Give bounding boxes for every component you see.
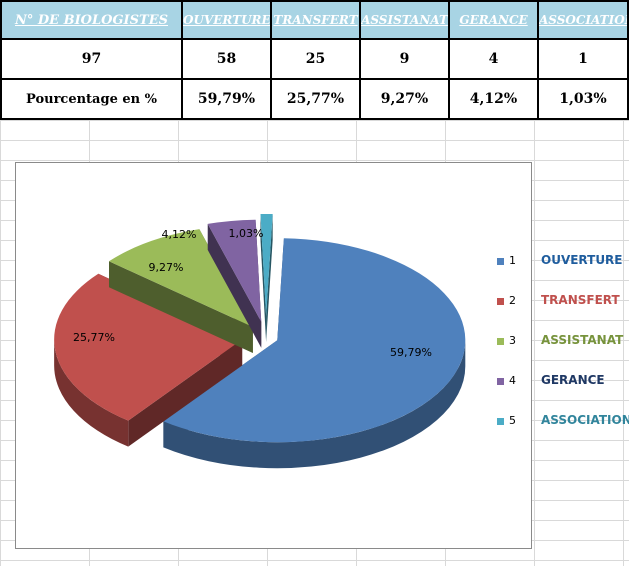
legend-swatch: [497, 298, 504, 305]
count-cell-ouverture[interactable]: 58: [181, 38, 272, 80]
pie-chart-area[interactable]: 59,79% 25,77% 9,27% 4,12% 1,03%: [15, 162, 532, 549]
header-cell-ouverture[interactable]: OUVERTURE: [181, 0, 272, 40]
legend-entry-2[interactable]: 2 TRANSFERT: [497, 292, 629, 312]
count-cell-assistanat[interactable]: 9: [359, 38, 450, 80]
data-label-4: 4,12%: [162, 228, 197, 241]
legend-number: 1: [509, 254, 516, 267]
header-cell-biologistes[interactable]: N° DE BIOLOGISTES: [0, 0, 183, 40]
legend-entry-4[interactable]: 4 GERANCE: [497, 372, 629, 392]
percent-cell-association[interactable]: 1,03%: [537, 78, 629, 120]
data-label-2: 25,77%: [73, 331, 115, 344]
legend-entry-3[interactable]: 3 ASSISTANAT: [497, 332, 629, 352]
percent-label-cell[interactable]: Pourcentage en %: [0, 78, 183, 120]
pie-chart-svg: 59,79% 25,77% 9,27% 4,12% 1,03%: [54, 214, 466, 469]
pie-slice-5[interactable]: [260, 214, 273, 343]
count-cell-gerance[interactable]: 4: [448, 38, 539, 80]
legend-category-name: ASSISTANAT: [541, 333, 624, 347]
legend-category-name: TRANSFERT: [541, 293, 620, 307]
header-cell-transfert[interactable]: TRANSFERT: [270, 0, 361, 40]
legend-swatch: [497, 378, 504, 385]
legend-category-name: ASSOCIATION: [541, 413, 629, 427]
percent-cell-ouverture[interactable]: 59,79%: [181, 78, 272, 120]
pie-slice-4[interactable]: [207, 219, 262, 348]
pie-slice-3[interactable]: [108, 229, 253, 353]
legend-swatch: [497, 258, 504, 265]
count-cell-transfert[interactable]: 25: [270, 38, 361, 80]
data-label-1: 59,79%: [390, 346, 432, 359]
legend-category-name: GERANCE: [541, 373, 605, 387]
legend-number: 2: [509, 294, 516, 307]
percent-cell-gerance[interactable]: 4,12%: [448, 78, 539, 120]
header-row: N° DE BIOLOGISTES OUVERTURE TRANSFERT AS…: [0, 0, 629, 40]
header-cell-association[interactable]: ASSOCIATION: [537, 0, 629, 40]
legend-entry-1[interactable]: 1 OUVERTURE: [497, 252, 629, 272]
legend-swatch: [497, 338, 504, 345]
legend-category-name: OUVERTURE: [541, 253, 623, 267]
percent-cell-transfert[interactable]: 25,77%: [270, 78, 361, 120]
data-table: N° DE BIOLOGISTES OUVERTURE TRANSFERT AS…: [0, 0, 629, 120]
percent-cell-assistanat[interactable]: 9,27%: [359, 78, 450, 120]
chart-legend: 1 OUVERTURE 2 TRANSFERT 3 ASSISTANAT 4 GERANCE 5…: [497, 252, 629, 442]
data-label-5: 1,03%: [229, 227, 264, 240]
header-cell-gerance[interactable]: GERANCE: [448, 0, 539, 40]
legend-swatch: [497, 418, 504, 425]
legend-number: 3: [509, 334, 516, 347]
legend-entry-5[interactable]: 5 ASSOCIATION: [497, 412, 629, 432]
data-label-3: 9,27%: [149, 261, 184, 274]
count-cell-association[interactable]: 1: [537, 38, 629, 80]
counts-row: 97 58 25 9 4 1: [0, 38, 629, 80]
legend-number: 4: [509, 374, 516, 387]
count-cell-total[interactable]: 97: [0, 38, 183, 80]
legend-number: 5: [509, 414, 516, 427]
percent-row: Pourcentage en % 59,79% 25,77% 9,27% 4,1…: [0, 78, 629, 120]
header-cell-assistanat[interactable]: ASSISTANAT: [359, 0, 450, 40]
pie-slice-1[interactable]: [163, 238, 466, 469]
